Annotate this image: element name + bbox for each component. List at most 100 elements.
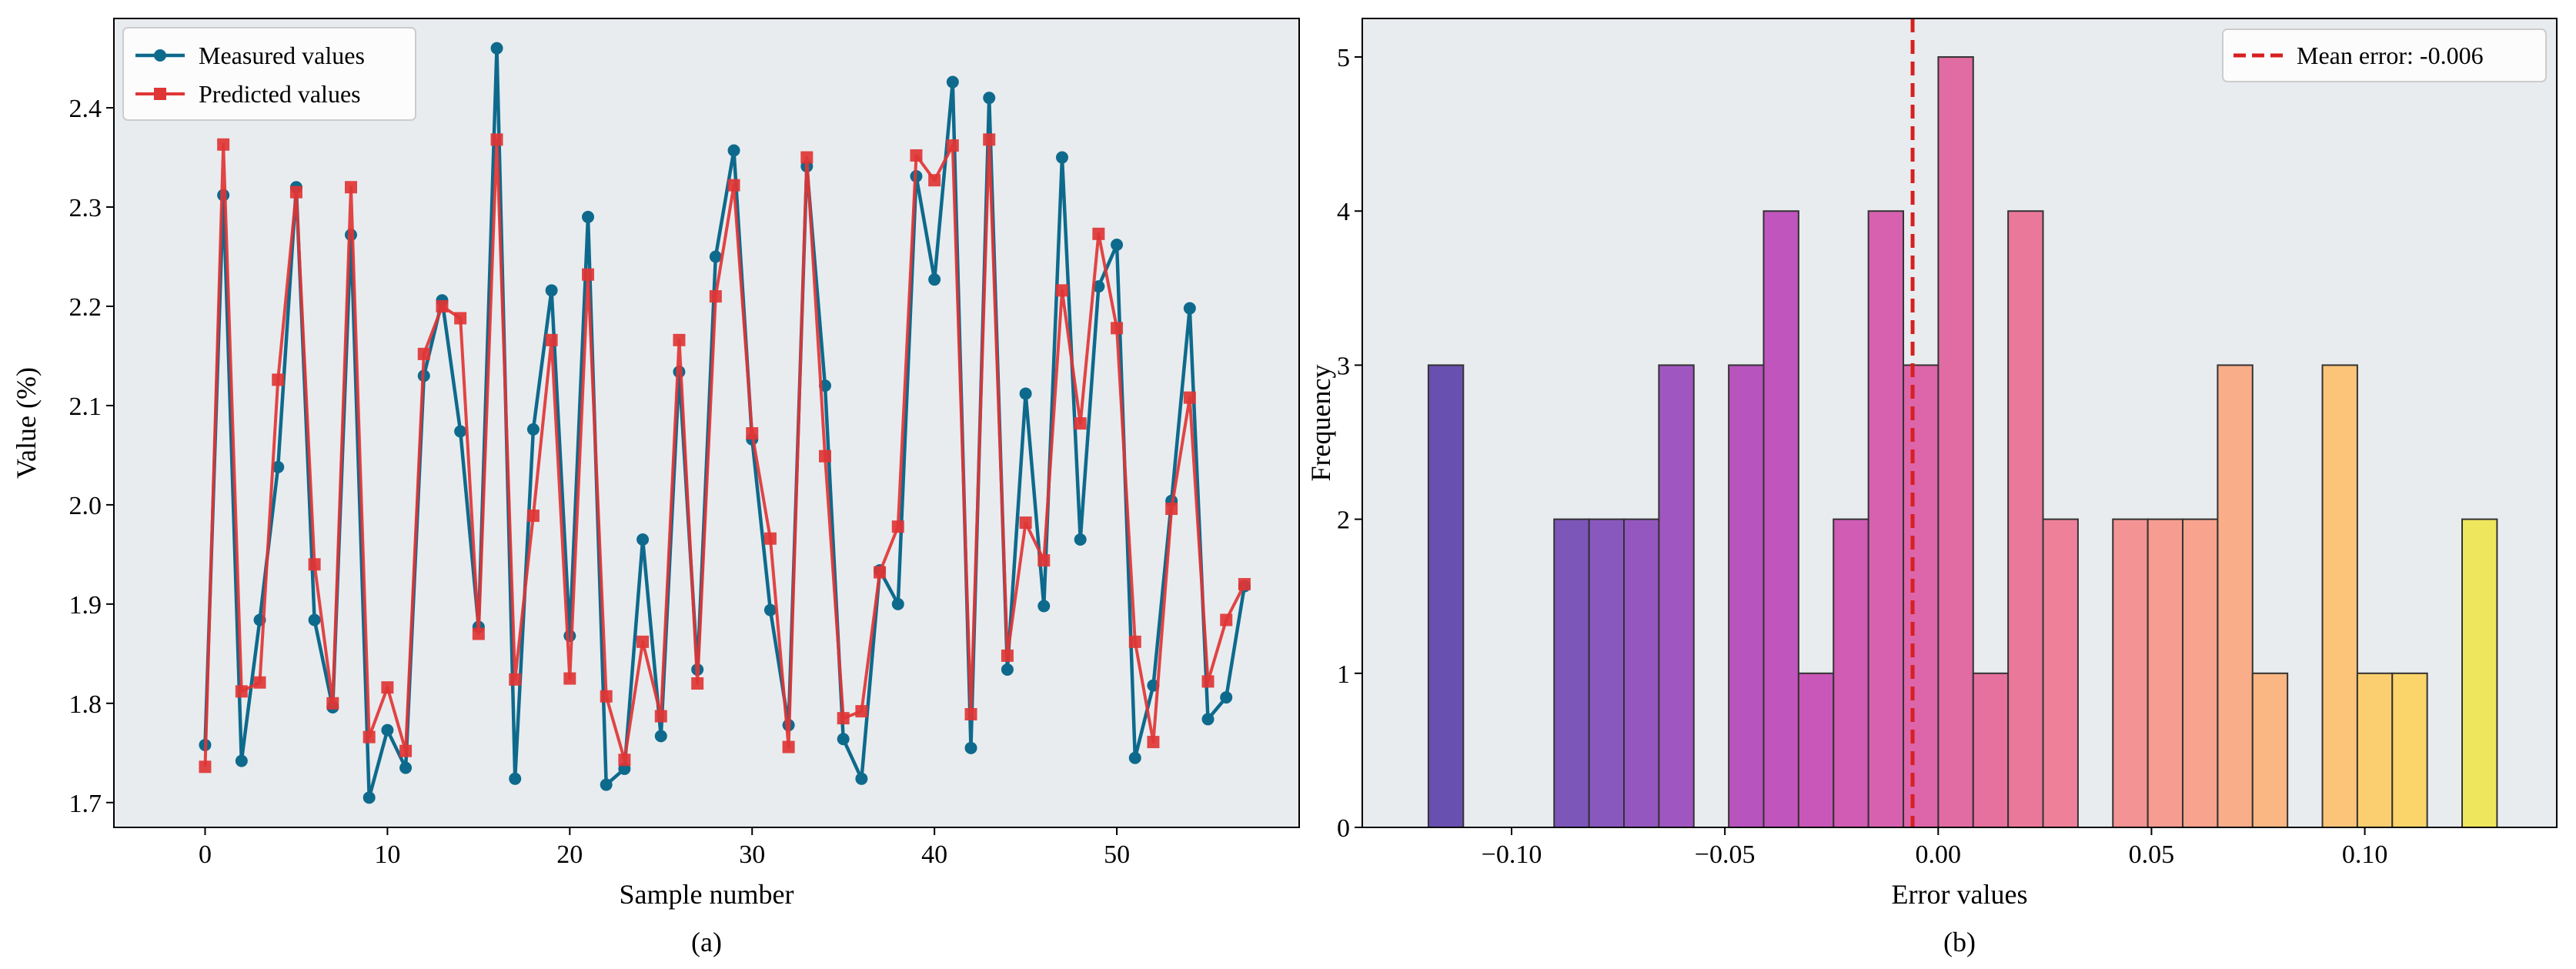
predicted-point bbox=[1111, 322, 1124, 335]
predicted-point bbox=[691, 677, 704, 690]
predicted-point bbox=[235, 685, 248, 698]
histogram-y-axis-label: Frequency bbox=[1305, 365, 1336, 482]
measured-point bbox=[763, 603, 777, 616]
histogram-bar bbox=[1762, 210, 1799, 828]
predicted-point bbox=[1001, 649, 1014, 662]
x-tick-label: 50 bbox=[1104, 840, 1130, 869]
predicted-point bbox=[874, 566, 887, 579]
line-chart-series bbox=[199, 42, 1251, 804]
y-tick-label: 1.9 bbox=[69, 591, 102, 620]
predicted-point bbox=[1165, 503, 1178, 516]
predicted-point bbox=[289, 185, 302, 199]
measured-point bbox=[272, 460, 285, 473]
predicted-point bbox=[1092, 227, 1105, 240]
predicted-point bbox=[1238, 578, 1251, 591]
y-tick-label: 3 bbox=[1337, 352, 1350, 380]
y-tick-label: 2.2 bbox=[69, 293, 102, 322]
legend-box bbox=[2222, 28, 2547, 82]
predicted-point bbox=[272, 373, 285, 386]
x-tick-label: −0.05 bbox=[1695, 840, 1756, 869]
y-tick-label: 2.4 bbox=[69, 95, 102, 123]
measured-point bbox=[563, 630, 576, 643]
predicted-point bbox=[563, 672, 576, 685]
measured-point bbox=[1001, 663, 1014, 676]
predicted-point bbox=[636, 635, 650, 648]
predicted-point bbox=[399, 744, 413, 757]
histogram-axes: −0.10 −0.05 0.00 0.05 0.10 0 1 2 3 4 5 bbox=[1337, 44, 2387, 869]
measured-point bbox=[582, 210, 594, 223]
measured-point bbox=[964, 741, 977, 754]
measured-point bbox=[1056, 151, 1068, 164]
histogram-bar bbox=[2042, 518, 2079, 828]
measured-point bbox=[1183, 302, 1196, 315]
line-chart-axes: 0 10 20 30 40 50 1.7 1.8 1.9 2.0 2.1 2.2 2.3 2.4 bbox=[69, 95, 1131, 869]
y-tick-label: 2.0 bbox=[69, 492, 102, 520]
measured-point bbox=[1220, 691, 1233, 704]
y-tick-label: 1.8 bbox=[69, 690, 102, 719]
histogram-bar bbox=[1937, 56, 1974, 829]
histogram-bar bbox=[1797, 672, 1835, 828]
predicted-point bbox=[1074, 417, 1087, 430]
measured-point bbox=[983, 92, 996, 105]
legend-measured-marker bbox=[154, 49, 166, 62]
measured-point bbox=[1111, 239, 1124, 252]
line-chart-y-axis-label: Value (%) bbox=[11, 367, 42, 479]
predicted-point bbox=[800, 151, 814, 164]
measured-point bbox=[381, 723, 394, 737]
measured-point bbox=[1092, 280, 1105, 293]
measured-point bbox=[235, 754, 248, 767]
x-tick-label: 0 bbox=[199, 840, 212, 869]
predicted-point bbox=[855, 705, 868, 718]
predicted-point bbox=[436, 299, 449, 312]
legend-predicted-label: Predicted values bbox=[199, 80, 361, 108]
predicted-point bbox=[654, 710, 667, 723]
legend-mean-error-label: Mean error: -0.006 bbox=[2297, 42, 2484, 69]
legend-predicted-icon bbox=[135, 88, 185, 100]
x-tick-label: 0.10 bbox=[2342, 840, 2388, 869]
predicted-point bbox=[545, 333, 558, 346]
line-chart-frame bbox=[113, 18, 1300, 828]
predicted-point bbox=[673, 333, 686, 346]
x-tick-label: −0.10 bbox=[1482, 840, 1542, 869]
predicted-point bbox=[253, 676, 266, 689]
histogram-frame bbox=[1362, 18, 2558, 828]
measured-point bbox=[855, 772, 868, 785]
predicted-point bbox=[746, 427, 759, 440]
predicted-point bbox=[1147, 736, 1160, 749]
predicted-point bbox=[454, 312, 467, 325]
histogram-bar bbox=[2251, 672, 2289, 828]
measured-point bbox=[399, 761, 413, 774]
panel-label-a: (a) bbox=[691, 927, 722, 957]
measured-point bbox=[490, 42, 503, 55]
predicted-point bbox=[928, 174, 941, 187]
y-tick-label: 1 bbox=[1337, 660, 1350, 689]
histogram-bar bbox=[1658, 364, 1695, 828]
measured-point bbox=[1019, 387, 1032, 400]
legend-measured-label: Measured values bbox=[199, 42, 365, 69]
histogram-bar bbox=[2112, 518, 2149, 828]
histogram-bar bbox=[1867, 210, 1905, 828]
histogram-bar bbox=[2182, 518, 2219, 828]
histogram-x-axis-label: Error values bbox=[1892, 879, 2028, 910]
measured-point bbox=[1201, 713, 1214, 726]
measured-point bbox=[363, 791, 376, 804]
histogram-panel: −0.10 −0.05 0.00 0.05 0.10 0 1 2 3 4 5 Error value… bbox=[1305, 18, 2558, 957]
measured-point bbox=[600, 778, 613, 791]
predicted-point bbox=[1183, 391, 1196, 404]
x-tick-label: 10 bbox=[374, 840, 400, 869]
y-tick-label: 2.3 bbox=[69, 194, 102, 222]
predicted-point bbox=[472, 627, 485, 640]
predicted-point bbox=[217, 138, 230, 151]
predicted-point bbox=[417, 347, 430, 360]
predicted-point bbox=[727, 179, 740, 192]
panel-label-b: (b) bbox=[1943, 927, 1976, 957]
x-tick-label: 0.00 bbox=[1916, 840, 1962, 869]
histogram-bar bbox=[2461, 518, 2498, 828]
predicted-point bbox=[1128, 635, 1141, 648]
predicted-point bbox=[345, 181, 357, 194]
measured-point bbox=[709, 250, 722, 263]
predicted-point bbox=[837, 712, 850, 725]
predicted-point bbox=[326, 697, 339, 710]
measured-point bbox=[308, 613, 321, 627]
histogram-bar bbox=[1972, 672, 2010, 828]
